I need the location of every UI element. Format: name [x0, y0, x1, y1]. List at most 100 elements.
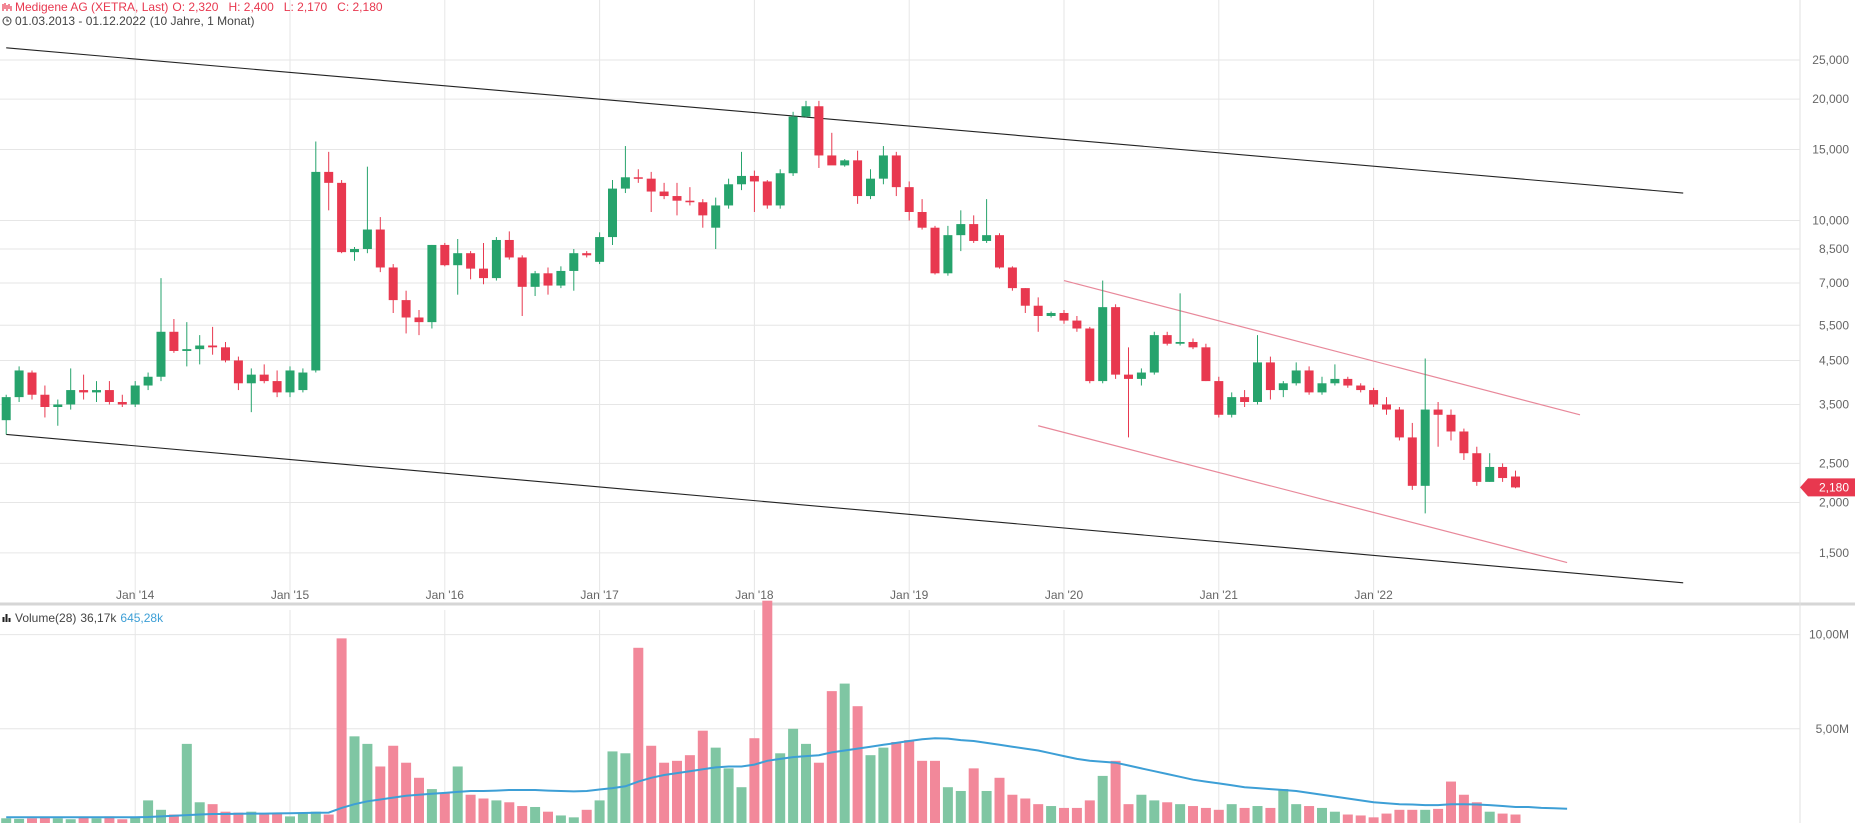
y-tick-label: 2,000 [1819, 496, 1849, 510]
candle-body [891, 155, 901, 188]
candle-body [221, 347, 230, 361]
volume-bar [543, 811, 553, 823]
candle-body [982, 235, 992, 241]
candle-body [375, 229, 385, 268]
volume-bar [1162, 802, 1173, 823]
candle-body [350, 249, 359, 253]
volume-bar [14, 818, 25, 823]
candle-body [1124, 374, 1133, 379]
volume-bar [1046, 806, 1057, 823]
candle-body [14, 370, 24, 398]
volume-average-value: 645,28k [120, 611, 164, 625]
volume-bar [749, 738, 760, 823]
volume-bar [117, 819, 128, 823]
candle-body [259, 374, 269, 382]
candle-body [801, 106, 811, 117]
candle-body [1459, 431, 1469, 454]
volume-bar [39, 817, 50, 823]
y-tick-label: 20,000 [1812, 92, 1849, 106]
y-tick-label: 1,500 [1819, 546, 1849, 560]
candle-body [1007, 267, 1017, 289]
volume-bar [452, 766, 463, 823]
volume-bar [1188, 806, 1198, 823]
candles [1, 100, 1520, 514]
volume-bar [1497, 813, 1508, 823]
candle-body [788, 116, 798, 174]
last-price-tag: 2,180 [1800, 478, 1855, 497]
volume-bar [143, 800, 154, 823]
date-range: 01.03.2013 - 01.12.2022 [15, 14, 146, 28]
y-tick-label: 3,500 [1819, 397, 1849, 411]
volume-bar [865, 755, 876, 823]
candle-body [866, 178, 875, 197]
clock-icon [2, 16, 12, 26]
y-tick-label: 8,500 [1819, 242, 1849, 256]
candle-body [1098, 307, 1108, 382]
volume-bar [839, 683, 850, 823]
volume-bar [1420, 809, 1431, 823]
volume-bar [659, 762, 670, 823]
candle-body [840, 160, 850, 166]
trendline-outer-upper [6, 47, 1684, 194]
volume-bar [1355, 815, 1366, 823]
volume-bar [1433, 808, 1444, 823]
candle-body [1317, 383, 1327, 393]
volume-bar [530, 806, 541, 823]
candle-body [1111, 307, 1121, 375]
candle-body [530, 273, 540, 287]
candle-body [440, 244, 450, 266]
candle-body [401, 300, 411, 318]
y-tick-label: 25,000 [1812, 53, 1849, 67]
candle-body [556, 270, 566, 286]
candle-body [79, 390, 89, 393]
volume-bar [65, 819, 76, 823]
volume-axis-labels: 5,00M 10,00M [1809, 628, 1849, 736]
candle-body [388, 267, 398, 301]
volume-bar [1265, 807, 1276, 823]
volume-bar [672, 760, 682, 823]
volume-bar [1394, 809, 1405, 823]
candle-body [1175, 341, 1185, 344]
candle-body [1511, 476, 1520, 488]
x-axis-labels: Jan '14 Jan '15 Jan '16 Jan '17 Jan '18 Jan '… [116, 588, 1393, 602]
candle-body [1214, 381, 1224, 415]
candle-body [117, 401, 127, 405]
candle-body [1407, 437, 1417, 486]
candle-body [659, 191, 669, 197]
candle-body [182, 349, 192, 351]
candle-body [762, 181, 772, 206]
candle-body [1240, 397, 1250, 402]
candle-body [414, 317, 424, 323]
candle-body [878, 155, 888, 179]
candle-body [633, 177, 643, 179]
candle-body [169, 331, 179, 351]
instrument-header: Medigene AG (XETRA, Last) O: 2,320 H: 2,4… [0, 0, 383, 14]
candle-body [1136, 372, 1146, 379]
candle-body [156, 331, 166, 377]
candle-body [775, 173, 785, 206]
y-tick-label: 7,000 [1819, 276, 1849, 290]
volume-bar [594, 800, 605, 823]
volume-bar [349, 736, 360, 823]
candle-body [1046, 312, 1056, 316]
volume-bar [1252, 806, 1263, 823]
candle-body [930, 227, 940, 274]
volume-bar [465, 794, 476, 823]
candle-body [337, 182, 347, 253]
volume-bar [917, 760, 928, 823]
volume-bar [788, 728, 799, 823]
y-axis-labels: 1,500 2,000 2,500 3,500 4,500 5,500 7,000 8,500… [1812, 53, 1849, 560]
candle-body [40, 394, 50, 407]
x-tick-label: Jan '15 [271, 588, 310, 602]
volume-bar [104, 816, 115, 823]
volume-label: Volume(28) [15, 611, 77, 625]
candle-body [27, 372, 37, 395]
candle-body [1020, 288, 1030, 306]
volume-bar [259, 814, 270, 823]
volume-bar [1407, 809, 1418, 823]
volume-bar [555, 815, 566, 823]
volume-bar [955, 790, 966, 823]
candle-body [1, 397, 11, 421]
